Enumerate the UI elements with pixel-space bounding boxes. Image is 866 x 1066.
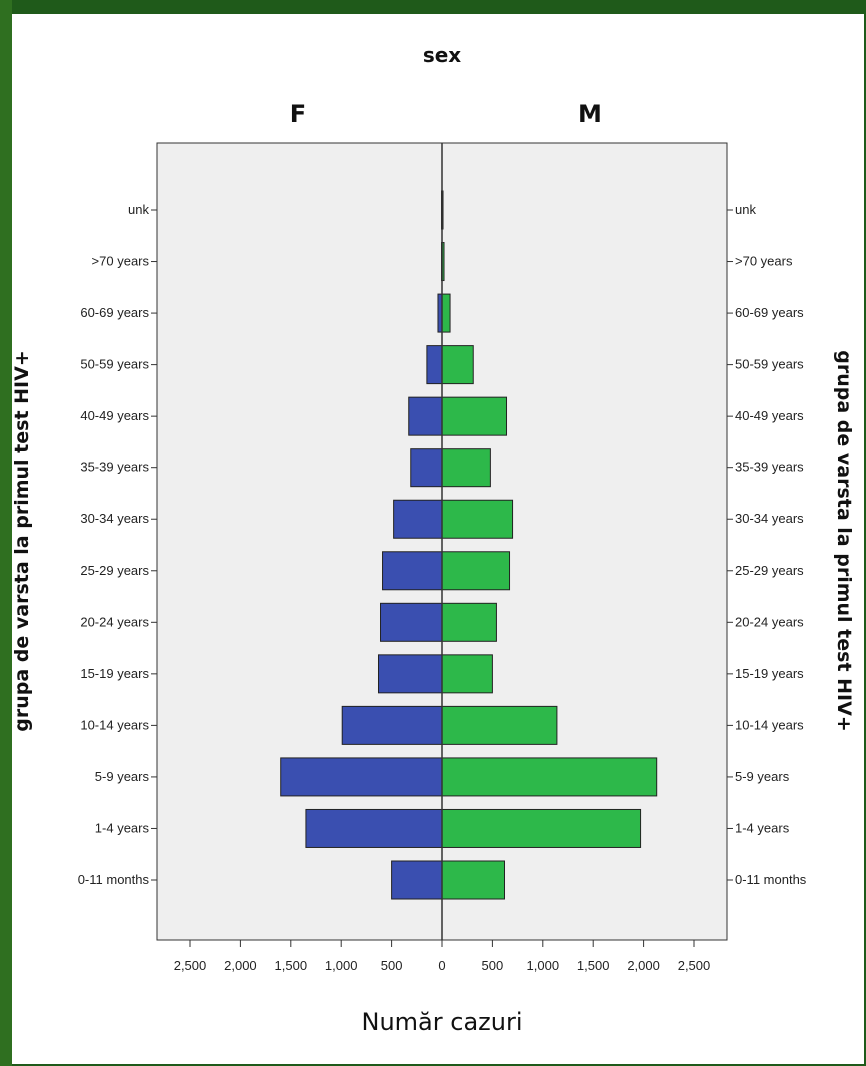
y-tick-label-right: >70 years [735,254,793,269]
y-tick-label-right: 20-24 years [735,614,804,629]
bar-female-35-39-years [410,448,443,488]
y-tick-label-right: 5-9 years [735,769,790,784]
bar-female-0-11-months [391,860,443,900]
bar-male-10-14-years [441,705,558,745]
x-tick-label: 2,000 [224,958,257,973]
y-tick-label-left: 1-4 years [95,820,150,835]
bar-male-40-49-years [441,396,508,436]
bar-male-50-59-years [441,345,474,385]
y-tick-label-left: >70 years [92,254,150,269]
y-tick-label-left: 35-39 years [80,460,149,475]
y-tick-label-right: 30-34 years [735,511,804,526]
x-ticks: 2,500 2,000 1,500 1,000 500 0 500 1,000 1,500 2,0… [174,940,711,973]
bar-male-60-69-years [441,293,451,333]
y-tick-label-right: 10-14 years [735,717,804,732]
y-tick-label-left: 0-11 months [78,872,150,887]
y-tick-label-left: unk [128,202,149,217]
y-tick-label-left: 50-59 years [80,357,149,372]
y-tick-label-left: 10-14 years [80,717,149,732]
bar-male-25-29-years [441,551,511,591]
bar-male-30-34-years [441,499,514,539]
y-axis-label-left: grupa de varsta la primul test HIV+ [11,350,33,732]
bar-male-15-19-years [441,654,493,694]
y-tick-label-left: 5-9 years [95,769,150,784]
series-male-bars [441,190,658,900]
y-ticks-left: 0-11 months 1-4 years 5-9 years 10-14 years… [78,202,157,887]
x-tick-label: 1,000 [527,958,560,973]
y-tick-label-right: 50-59 years [735,357,804,372]
x-tick-label: 1,500 [275,958,308,973]
bar-male-35-39-years [441,448,491,488]
bar-female-15-19-years [377,654,443,694]
y-tick-label-right: 1-4 years [735,820,790,835]
bar-female-10-14-years [341,705,443,745]
x-tick-label: 0 [438,958,445,973]
slide-accent-bar [0,0,12,1066]
y-tick-label-left: 30-34 years [80,511,149,526]
x-tick-label: 1,500 [577,958,610,973]
bar-female-20-24-years [380,602,443,642]
bar-male-20-24-years [441,602,497,642]
y-tick-label-right: unk [735,202,756,217]
bar-male-1-4-years [441,808,642,848]
x-tick-label: 2,000 [627,958,660,973]
y-tick-label-right: 25-29 years [735,563,804,578]
y-tick-label-right: 35-39 years [735,460,804,475]
y-tick-label-right: 0-11 months [735,872,807,887]
bar-female-5-9-years [280,757,443,797]
panel-label-female: F [290,100,306,128]
x-tick-label: 500 [482,958,504,973]
y-tick-label-left: 20-24 years [80,614,149,629]
bar-female-30-34-years [393,499,443,539]
y-tick-label-right: 40-49 years [735,408,804,423]
bar-female-25-29-years [382,551,443,591]
panel-label-male: M [578,100,602,128]
chart-title: sex [423,43,461,67]
bar-female-40-49-years [408,396,443,436]
bar-female-1-4-years [305,808,443,848]
y-tick-label-left: 60-69 years [80,305,149,320]
x-tick-label: 1,000 [325,958,358,973]
bar-male-5-9-years [441,757,658,797]
y-axis-label-right: grupa de varsta la primul test HIV+ [833,350,855,732]
bar-male-0-11-months [441,860,505,900]
bar-female-50-59-years [426,345,443,385]
x-axis-label: Număr cazuri [362,1008,523,1036]
y-tick-label-left: 15-19 years [80,666,149,681]
y-tick-label-right: 60-69 years [735,305,804,320]
x-tick-label: 2,500 [174,958,207,973]
y-tick-label-left: 40-49 years [80,408,149,423]
y-tick-label-left: 25-29 years [80,563,149,578]
y-tick-label-right: 15-19 years [735,666,804,681]
x-tick-label: 2,500 [678,958,711,973]
x-tick-label: 500 [381,958,403,973]
y-ticks-right: 0-11 months 1-4 years 5-9 years 10-14 years… [727,202,807,887]
